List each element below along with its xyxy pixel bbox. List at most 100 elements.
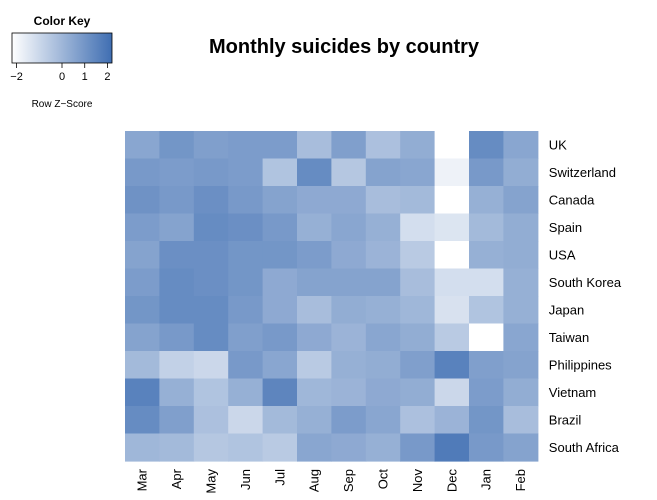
heatmap-cell — [469, 433, 504, 462]
heatmap-cell — [434, 351, 470, 380]
heatmap-cell — [262, 406, 298, 435]
heatmap-cell — [125, 351, 160, 380]
heatmap-cell — [297, 186, 332, 215]
row-labels: UK Switzerland Canada Spain USA South Korea Ja… — [549, 137, 622, 455]
heatmap-cell — [193, 268, 229, 297]
heatmap-cell — [228, 213, 264, 242]
color-key-tick-label: 2 — [104, 71, 110, 83]
heatmap-cell — [434, 406, 470, 435]
heatmap-cell — [193, 351, 229, 380]
heatmap-cell — [331, 323, 367, 352]
heatmap-cell — [297, 323, 332, 352]
heatmap-cell — [125, 186, 160, 215]
heatmap-cell — [125, 268, 160, 297]
heatmap-cell — [159, 268, 195, 297]
heatmap-cell — [331, 296, 367, 325]
column-label: Aug — [307, 469, 322, 492]
heatmap-cell — [262, 241, 298, 270]
heatmap-cell — [365, 433, 401, 462]
heatmap-cell — [125, 213, 160, 242]
heatmap-cell — [193, 406, 229, 435]
heatmap-cell — [400, 158, 436, 187]
column-label: Apr — [169, 468, 184, 489]
heatmap-cell — [365, 241, 401, 270]
heatmap-cell — [365, 131, 401, 160]
row-label: Brazil — [549, 412, 582, 427]
heatmap-cell — [400, 241, 436, 270]
heatmap-cell — [228, 241, 264, 270]
row-label: Philippines — [549, 357, 612, 372]
heatmap-cell — [159, 158, 195, 187]
heatmap-cell — [400, 296, 436, 325]
color-key-tick-label: −2 — [10, 71, 23, 83]
column-label: Jun — [238, 469, 253, 490]
heatmap-cell — [503, 268, 539, 297]
heatmap-cell — [400, 406, 436, 435]
row-label: Vietnam — [549, 385, 596, 400]
heatmap-cell — [434, 433, 470, 462]
heatmap-cell — [400, 186, 436, 215]
heatmap-cell — [365, 406, 401, 435]
heatmap-cell — [469, 351, 504, 380]
heatmap-cell — [400, 433, 436, 462]
heatmap-cell — [125, 296, 160, 325]
heatmap-cell — [297, 296, 332, 325]
heatmap-cell — [331, 378, 367, 407]
heatmap-cell — [297, 268, 332, 297]
row-label: South Africa — [549, 440, 620, 455]
heatmap-cell — [159, 406, 195, 435]
heatmap-cell — [159, 323, 195, 352]
heatmap-cell — [469, 131, 504, 160]
row-label: Canada — [549, 192, 595, 207]
column-label: Sep — [341, 469, 356, 492]
heatmap-cell — [262, 433, 298, 462]
heatmap-cell — [297, 158, 332, 187]
heatmap-cell — [331, 406, 367, 435]
heatmap-cell — [503, 406, 539, 435]
heatmap-cell — [331, 186, 367, 215]
heatmap-cell — [503, 351, 539, 380]
heatmap-cell — [159, 433, 195, 462]
heatmap-cell — [434, 268, 470, 297]
heatmap-cell — [503, 433, 539, 462]
column-label: Jul — [272, 469, 287, 486]
heatmap-cell — [365, 268, 401, 297]
column-label: Oct — [376, 469, 391, 490]
heatmap-cell — [228, 378, 264, 407]
heatmap-cell — [331, 131, 367, 160]
heatmap-cell — [228, 296, 264, 325]
heatmap-cell — [159, 241, 195, 270]
heatmap-cell — [262, 158, 298, 187]
heatmap-cell — [469, 378, 504, 407]
heatmap-cell — [434, 296, 470, 325]
heatmap-cell — [193, 378, 229, 407]
heatmap-cell — [434, 158, 470, 187]
heatmap-cell — [193, 131, 229, 160]
column-label: Mar — [135, 468, 150, 491]
heatmap-cell — [365, 186, 401, 215]
heatmap-cell — [262, 268, 298, 297]
heatmap-cell — [400, 268, 436, 297]
heatmap-cell — [262, 186, 298, 215]
color-key-label: Row Z−Score — [32, 99, 93, 110]
heatmap-cell — [297, 241, 332, 270]
heatmap-cell — [503, 378, 539, 407]
heatmap-cell — [228, 268, 264, 297]
heatmap-cell — [469, 296, 504, 325]
heatmap-cell — [331, 351, 367, 380]
heatmap-cell — [297, 351, 332, 380]
heatmap-cell — [365, 323, 401, 352]
heatmap-cell — [228, 131, 264, 160]
heatmap-cell — [400, 213, 436, 242]
heatmap-cell — [159, 131, 195, 160]
heatmap-cell — [503, 323, 539, 352]
heatmap-cell — [503, 241, 539, 270]
heatmap-cell — [503, 131, 539, 160]
heatmap-cell — [331, 241, 367, 270]
heatmap-cell — [365, 378, 401, 407]
row-label: USA — [549, 247, 576, 262]
heatmap-cell — [297, 406, 332, 435]
heatmap-cell — [434, 186, 470, 215]
heatmap-cell — [469, 213, 504, 242]
